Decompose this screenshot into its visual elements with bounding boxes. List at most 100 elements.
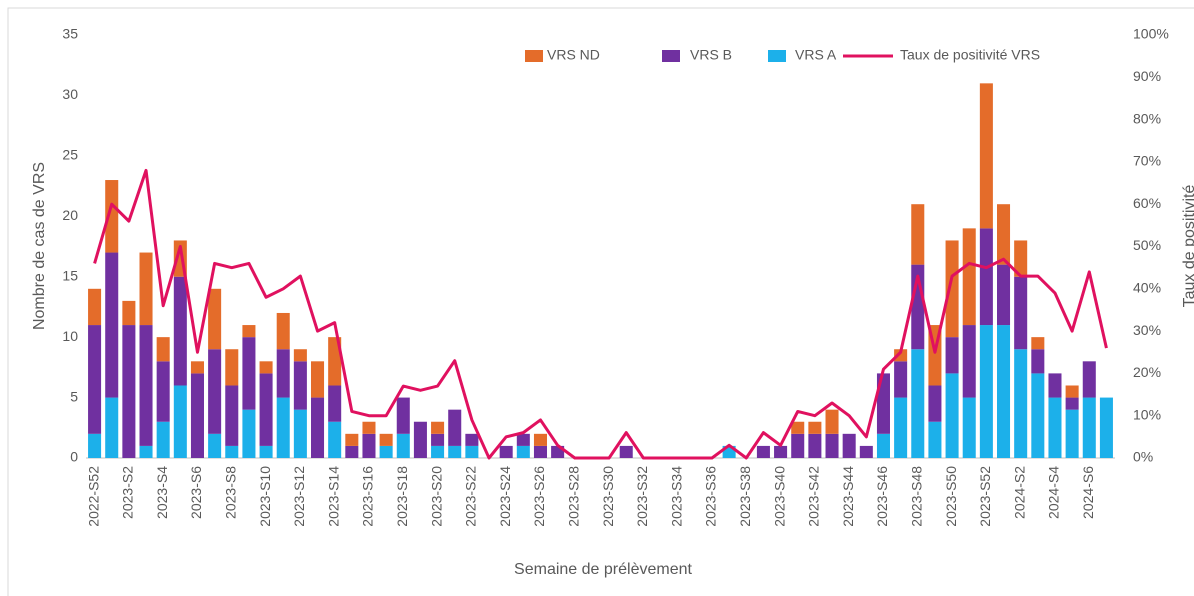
x-tick-label: 2023-S4 <box>154 466 170 519</box>
bar <box>945 373 959 458</box>
bar <box>122 325 136 458</box>
x-tick-label: 2023-S20 <box>428 466 444 527</box>
bar <box>311 361 325 398</box>
bar <box>962 325 976 398</box>
x-tick-label: 2023-S22 <box>463 466 479 527</box>
x-tick-label: 2023-S42 <box>806 466 822 527</box>
bar <box>842 433 856 458</box>
chart-frame <box>7 7 1194 596</box>
bar <box>1099 397 1113 458</box>
y2-tick-label: 20% <box>1133 364 1161 380</box>
x-tick-label: 2023-S14 <box>325 466 341 527</box>
bar <box>156 421 170 458</box>
y2-tick-label: 0% <box>1133 449 1153 465</box>
bar <box>997 264 1011 326</box>
bar <box>190 361 204 374</box>
legend-label: VRS B <box>690 47 732 63</box>
x-tick-label: 2024-S6 <box>1080 466 1096 519</box>
y2-axis-title: Taux de positivité <box>1181 185 1194 308</box>
bar <box>311 397 325 458</box>
x-tick-label: 2023-S44 <box>840 466 856 527</box>
bar <box>208 433 222 458</box>
bar <box>105 180 119 253</box>
y-tick-label: 25 <box>62 147 78 163</box>
x-tick-label: 2023-S46 <box>874 466 890 527</box>
bar <box>242 409 256 458</box>
x-tick-label: 2023-S18 <box>394 466 410 527</box>
x-tick-label: 2023-S52 <box>977 466 993 527</box>
bar <box>945 337 959 374</box>
bar <box>979 228 993 326</box>
bar <box>1014 276 1028 350</box>
x-tick-label: 2023-S36 <box>703 466 719 527</box>
y-tick-label: 0 <box>70 449 78 465</box>
bar <box>928 385 942 422</box>
bar <box>825 433 839 458</box>
x-tick-label: 2023-S8 <box>222 466 238 519</box>
bar <box>448 445 462 458</box>
x-tick-label: 2023-S26 <box>531 466 547 527</box>
bar <box>1014 240 1028 277</box>
bar <box>516 445 530 458</box>
legend-swatch <box>525 50 543 62</box>
bar <box>979 325 993 458</box>
x-tick-label: 2023-S38 <box>737 466 753 527</box>
y2-tick-label: 70% <box>1133 153 1161 169</box>
bar <box>276 349 290 398</box>
x-tick-label: 2024-S4 <box>1046 466 1062 519</box>
bar <box>911 204 925 265</box>
bar <box>1065 385 1079 398</box>
bar <box>911 349 925 458</box>
bar <box>396 397 410 434</box>
bar <box>208 349 222 434</box>
bar <box>1031 373 1045 458</box>
bar <box>1065 397 1079 410</box>
bar <box>328 421 342 458</box>
x-tick-label: 2023-S34 <box>668 466 684 527</box>
x-tick-label: 2023-S2 <box>120 466 136 519</box>
bar <box>894 349 908 362</box>
bar <box>791 433 805 458</box>
bar <box>105 397 119 458</box>
bar <box>997 204 1011 265</box>
x-tick-label: 2023-S40 <box>771 466 787 527</box>
bar <box>997 325 1011 458</box>
bar <box>345 433 359 446</box>
y2-tick-label: 100% <box>1133 26 1169 42</box>
bar <box>791 421 805 434</box>
bar <box>362 421 376 434</box>
bar <box>808 421 822 434</box>
bar <box>774 445 788 458</box>
bar <box>894 361 908 398</box>
bar <box>431 433 445 446</box>
y2-tick-label: 30% <box>1133 322 1161 338</box>
legend-swatch <box>768 50 786 62</box>
bar <box>825 409 839 434</box>
bar <box>259 373 273 446</box>
bar <box>173 385 187 458</box>
bar <box>225 445 239 458</box>
bar <box>876 433 890 458</box>
bar <box>499 445 513 458</box>
y2-tick-label: 40% <box>1133 280 1161 296</box>
bar <box>242 337 256 410</box>
y-axis-title: Nombre de cas de VRS <box>31 162 48 330</box>
y2-tick-label: 50% <box>1133 237 1161 253</box>
bar <box>88 433 102 458</box>
bar <box>362 433 376 458</box>
bar <box>962 397 976 458</box>
bar <box>1065 409 1079 458</box>
y-tick-label: 10 <box>62 328 78 344</box>
bar <box>859 445 873 458</box>
bar <box>328 337 342 386</box>
bar <box>345 445 359 458</box>
bar <box>979 83 993 229</box>
bar <box>139 325 153 446</box>
bar <box>156 361 170 422</box>
bar <box>225 349 239 386</box>
bar <box>619 445 633 458</box>
bar <box>808 433 822 458</box>
x-tick-label: 2023-S16 <box>360 466 376 527</box>
y-tick-label: 30 <box>62 86 78 102</box>
